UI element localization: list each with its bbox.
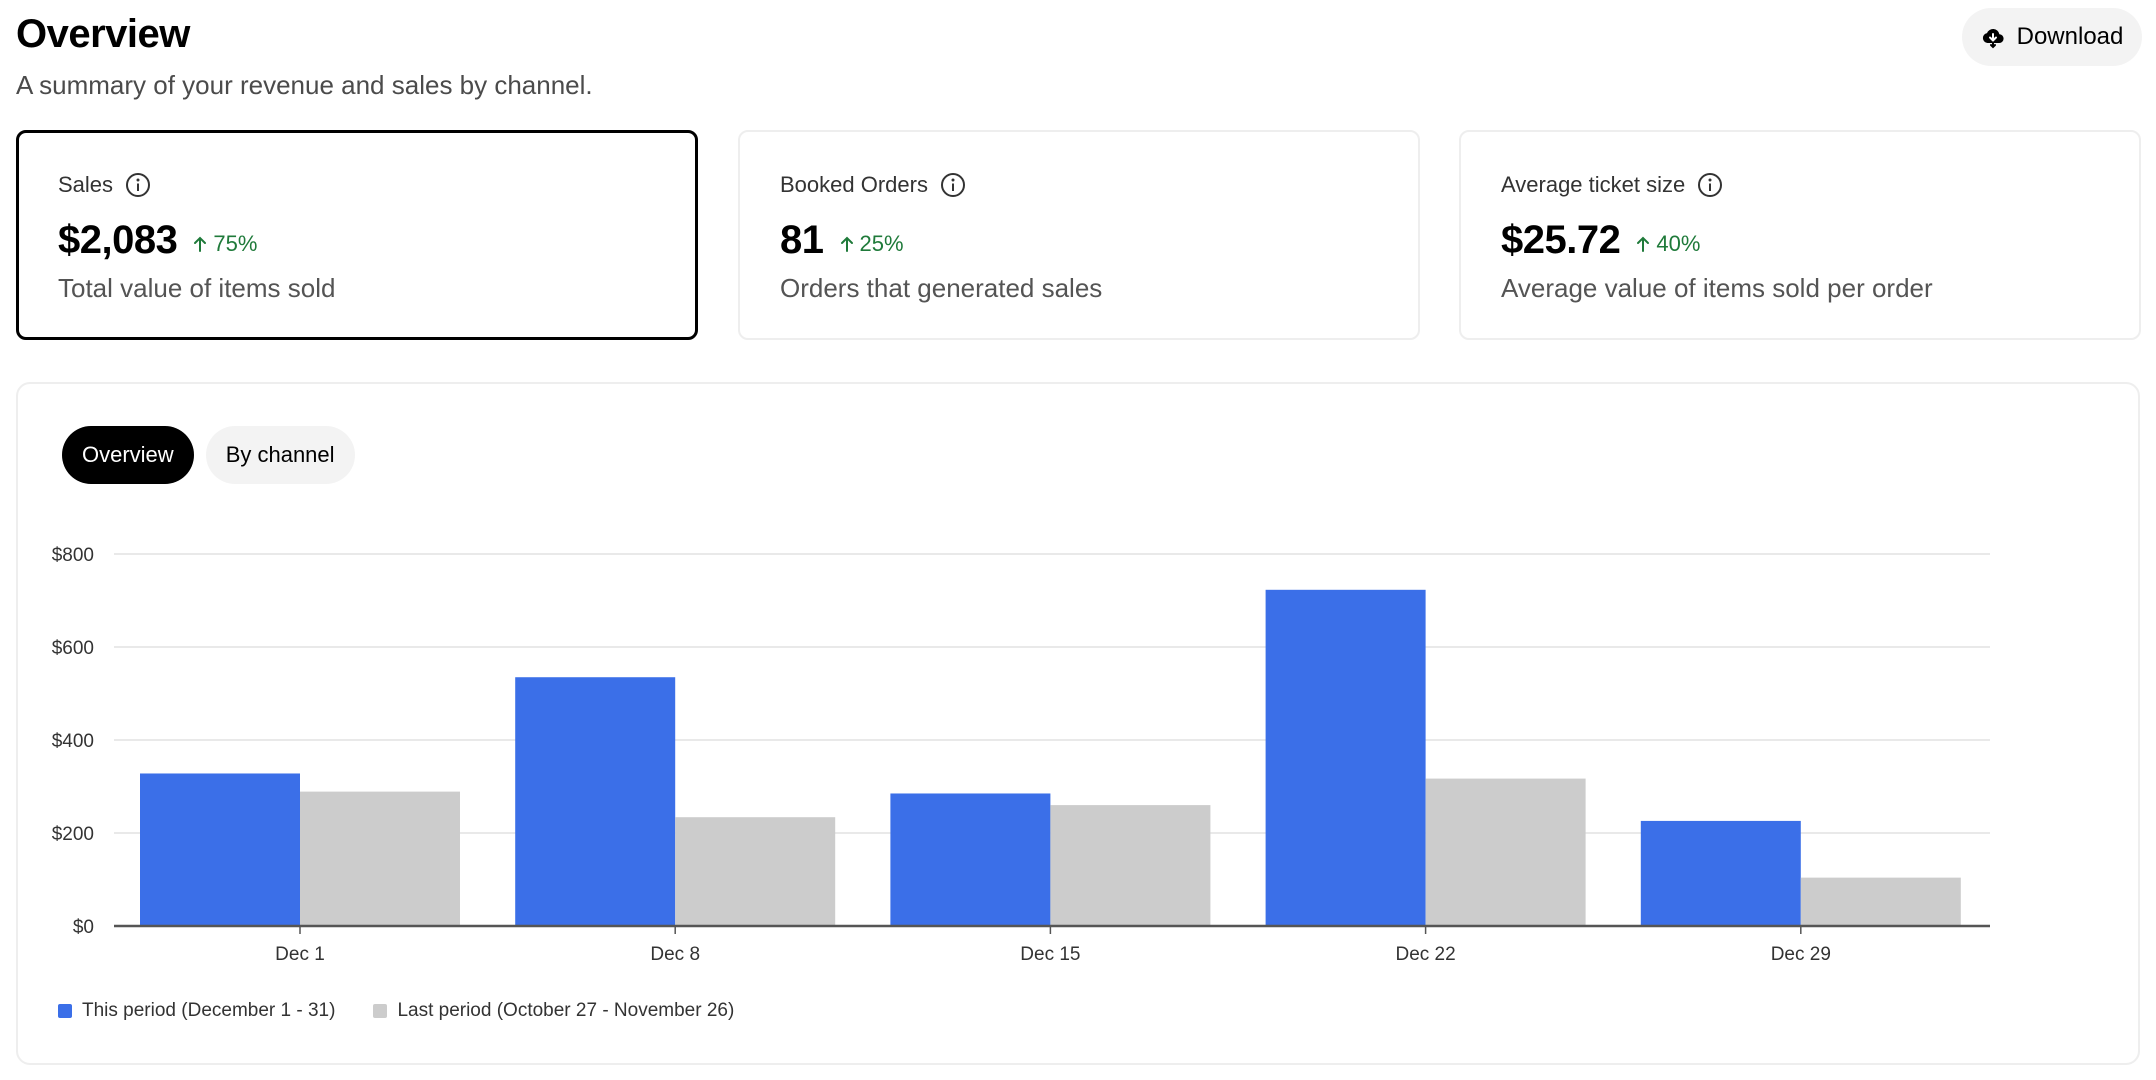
chart-panel: Overview By channel $0 $200 $400 $600 $800 De… — [16, 382, 2140, 1065]
bar-last-period — [1800, 877, 1961, 926]
card-description: Orders that generated sales — [780, 273, 1103, 303]
delta-value: 25% — [859, 231, 904, 256]
card-value: 81 — [780, 218, 824, 262]
legend-label: This period (December 1 - 31) — [82, 1000, 336, 1021]
bar-this-period — [515, 677, 676, 926]
arrow-up-icon — [840, 236, 853, 252]
sales-bar-chart: $0 $200 $400 $600 $800 Dec 1 Dec 8 Dec 15 Dec 22… — [52, 545, 1990, 965]
card-label: Sales — [58, 172, 114, 197]
info-icon[interactable] — [1697, 172, 1723, 198]
bar-last-period — [675, 817, 836, 926]
y-tick-label: $600 — [52, 638, 94, 659]
bar-last-period — [1050, 805, 1211, 926]
delta-value: 75% — [213, 231, 258, 256]
info-icon[interactable] — [125, 172, 151, 198]
x-tick-label: Dec 22 — [1395, 944, 1455, 965]
tab-overview[interactable]: Overview — [62, 426, 194, 484]
x-tick-label: Dec 29 — [1771, 944, 1831, 965]
tab-by-channel[interactable]: By channel — [205, 426, 355, 484]
y-tick-label: $400 — [52, 731, 94, 752]
card-label: Average ticket size — [1501, 172, 1686, 197]
arrow-up-icon — [194, 236, 207, 252]
bar-this-period — [1265, 589, 1426, 926]
booked-orders-card[interactable]: Booked Orders 81 25% Orders that generat… — [738, 130, 1420, 340]
legend-swatch — [373, 1004, 388, 1018]
arrow-up-icon — [1637, 236, 1650, 252]
delta-badge: 75% — [191, 231, 257, 257]
legend-item-last-period: Last period (October 27 - November 26) — [373, 1000, 734, 1022]
bar-last-period — [1425, 778, 1586, 926]
chart-tabs: Overview By channel — [62, 426, 355, 484]
bar-this-period — [890, 793, 1051, 926]
y-tick-label: $800 — [52, 545, 94, 566]
card-description: Total value of items sold — [58, 273, 336, 303]
delta-value: 40% — [1656, 231, 1701, 256]
download-label: Download — [2016, 23, 2124, 50]
card-value: $2,083 — [58, 218, 178, 262]
x-tick-label: Dec 15 — [1020, 944, 1080, 965]
x-tick-label: Dec 1 — [275, 944, 325, 965]
legend-label: Last period (October 27 - November 26) — [397, 1000, 735, 1021]
bar-last-period — [300, 791, 460, 926]
info-icon[interactable] — [940, 172, 966, 198]
legend-swatch — [58, 1004, 72, 1018]
download-button[interactable]: Download — [1962, 8, 2142, 66]
average-ticket-size-card[interactable]: Average ticket size $25.72 40% Average v… — [1459, 130, 2141, 340]
card-description: Average value of items sold per order — [1501, 273, 1933, 303]
page-subtitle: A summary of your revenue and sales by c… — [16, 70, 593, 100]
x-tick-label: Dec 8 — [650, 944, 700, 965]
card-value: $25.72 — [1501, 218, 1621, 262]
sales-card[interactable]: Sales $2,083 75% Total value of items so… — [16, 130, 698, 340]
legend-item-this-period: This period (December 1 - 31) — [58, 1000, 335, 1022]
y-tick-label: $200 — [52, 824, 94, 845]
bar-this-period — [1640, 820, 1801, 926]
card-label: Booked Orders — [780, 172, 928, 197]
chart-legend: This period (December 1 - 31) Last perio… — [58, 1000, 734, 1022]
cloud-download-icon — [1981, 25, 2005, 49]
y-tick-label: $0 — [73, 917, 94, 938]
bar-this-period — [140, 773, 300, 926]
delta-badge: 40% — [1634, 231, 1700, 257]
page-title: Overview — [16, 12, 190, 56]
delta-badge: 25% — [838, 231, 904, 257]
